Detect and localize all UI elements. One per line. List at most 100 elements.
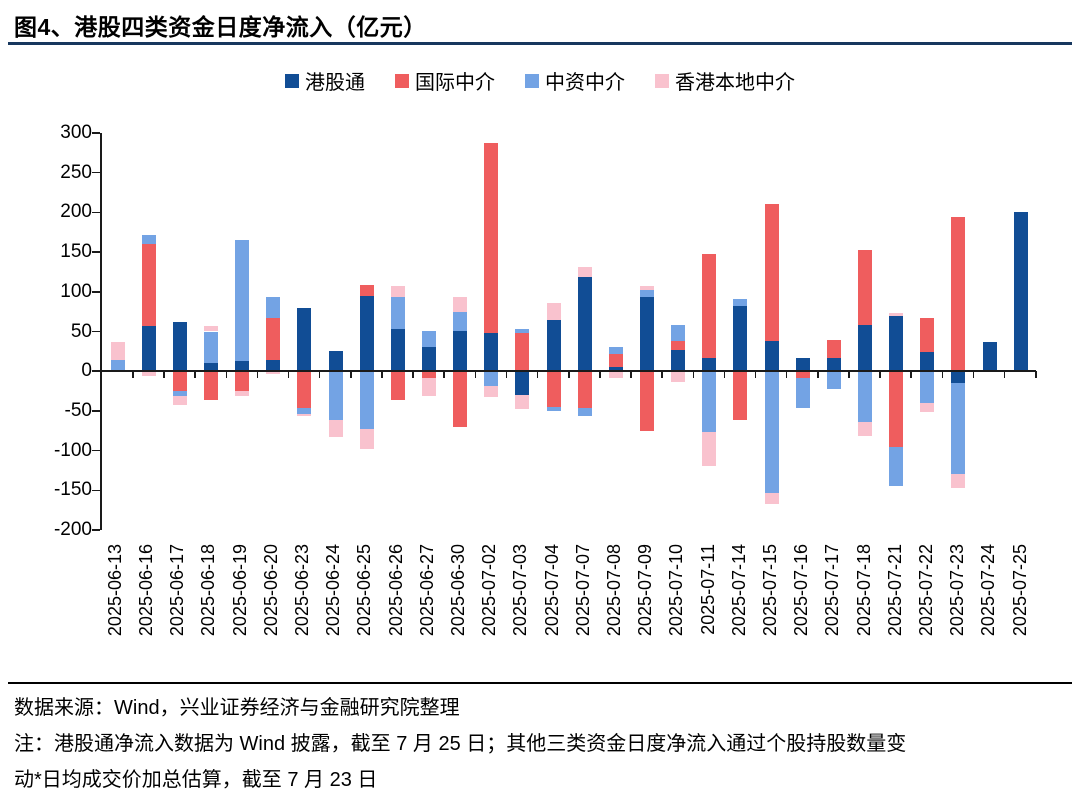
x-axis-tick: [599, 371, 601, 379]
bar-group-2025-06-27: [413, 133, 444, 530]
bar-segment-国际中介: [826, 340, 841, 358]
x-label-cell: 2025-07-14: [724, 544, 755, 676]
bar-group-2025-06-30: [445, 133, 476, 530]
y-axis-tick: [92, 370, 100, 372]
x-axis-tick: [817, 371, 819, 379]
x-axis-tick: [723, 371, 726, 379]
bar-group-2025-06-18: [195, 133, 226, 530]
y-axis-tick-label: -50: [64, 399, 92, 421]
bar-segment-国际中介: [235, 371, 250, 392]
x-axis-label: 2025-07-22: [915, 544, 936, 637]
legend-swatch-icon: [655, 73, 669, 88]
bar-segment-中资中介: [671, 325, 686, 342]
bar-group-2025-07-07: [569, 133, 600, 530]
bar-segment-中资中介: [515, 329, 530, 334]
bar-segment-港股通: [484, 333, 499, 372]
bar-segment-国际中介: [141, 244, 156, 326]
y-axis-tick-label: 250: [60, 161, 92, 183]
bar-segment-中资中介: [203, 331, 218, 364]
plot-area: [92, 132, 1037, 531]
bar-segment-香港本地中介: [453, 296, 468, 313]
bar-segment-中资中介: [764, 371, 779, 493]
y-axis-tick: [92, 171, 100, 174]
x-axis-label: 2025-07-24: [978, 544, 999, 637]
bar-segment-中资中介: [235, 240, 250, 361]
x-label-cell: 2025-07-08: [599, 544, 630, 676]
bar-segment-国际中介: [889, 371, 904, 447]
bar-group-2025-06-17: [164, 133, 195, 530]
bar-segment-香港本地中介: [172, 395, 187, 405]
x-label-cell: 2025-07-04: [537, 544, 568, 676]
x-label-cell: 2025-06-20: [256, 544, 287, 676]
bar-segment-中资中介: [608, 347, 623, 354]
bar-segment-国际中介: [515, 333, 530, 372]
x-axis-label: 2025-06-23: [291, 544, 312, 637]
bar-segment-港股通: [546, 319, 561, 372]
x-axis-label: 2025-07-16: [791, 544, 812, 637]
x-axis-tick: [941, 371, 944, 379]
bar-segment-港股通: [702, 358, 717, 372]
bar-segment-香港本地中介: [889, 313, 904, 316]
legend-item: 港股通: [285, 66, 365, 95]
x-axis-label: 2025-06-16: [135, 544, 156, 637]
x-label-cell: 2025-06-23: [287, 544, 318, 676]
bar-segment-国际中介: [951, 217, 966, 372]
x-axis-tick: [630, 371, 632, 379]
bar-group-2025-07-16: [787, 133, 818, 530]
x-axis-tick: [536, 371, 539, 379]
bar-segment-中资中介: [266, 296, 281, 318]
bar-group-2025-06-13: [102, 133, 133, 530]
bar-segment-香港本地中介: [920, 402, 935, 413]
bar-group-2025-07-08: [600, 133, 631, 530]
bar-segment-国际中介: [733, 371, 748, 420]
bar-segment-港股通: [889, 315, 904, 372]
bar-segment-国际中介: [203, 371, 218, 400]
y-axis-tick: [92, 132, 100, 134]
bar-segment-香港本地中介: [328, 419, 343, 438]
bar-segment-港股通: [203, 363, 218, 372]
bar-segment-香港本地中介: [515, 395, 530, 409]
y-axis-labels: 300 250 200 150 100 50 0 -50 -100 -150 -200: [0, 122, 92, 540]
x-axis-label: 2025-07-14: [728, 544, 749, 637]
x-axis-label: 2025-07-25: [1009, 544, 1030, 637]
bar-segment-香港本地中介: [608, 371, 623, 379]
bar-segment-中资中介: [920, 371, 935, 403]
bar-segment-中资中介: [390, 297, 405, 330]
bar-segment-港股通: [577, 276, 592, 372]
x-axis-label: 2025-07-03: [510, 544, 531, 637]
bar-segment-港股通: [421, 347, 436, 372]
bar-segment-港股通: [1013, 211, 1028, 372]
x-axis-label: 2025-07-04: [541, 544, 562, 637]
x-axis-tick: [1003, 371, 1006, 379]
bar-segment-香港本地中介: [421, 377, 436, 396]
x-axis-tick: [910, 371, 912, 379]
x-label-cell: 2025-06-16: [131, 544, 162, 676]
bar-segment-港股通: [235, 360, 250, 372]
bar-segment-港股通: [608, 367, 623, 372]
bar-segment-中资中介: [141, 234, 156, 245]
legend-swatch-icon: [285, 73, 299, 88]
bar-group-2025-07-25: [1005, 133, 1036, 530]
x-axis-labels: 2025-06-13 2025-06-16 2025-06-17 2025-06-18…: [100, 544, 1036, 676]
y-axis-tick-label: -100: [53, 439, 92, 461]
note-line-2: 动*日均成交价加总估算，截至 7 月 23 日: [14, 769, 378, 791]
bar-segment-港股通: [328, 350, 343, 372]
bar-segment-香港本地中介: [639, 286, 654, 291]
x-axis-tick: [350, 371, 352, 379]
x-axis-tick: [474, 371, 477, 379]
bar-group-2025-07-22: [912, 133, 943, 530]
bar-segment-港股通: [733, 306, 748, 372]
bar-segment-香港本地中介: [857, 422, 872, 437]
x-axis-label: 2025-06-13: [104, 544, 125, 637]
x-axis-tick: [754, 371, 757, 379]
x-axis-tick: [661, 371, 663, 379]
x-label-cell: 2025-07-18: [849, 544, 880, 676]
bar-group-2025-06-26: [382, 133, 413, 530]
x-axis-label: 2025-07-10: [666, 544, 687, 637]
bar-segment-香港本地中介: [390, 286, 405, 298]
bar-group-2025-07-14: [725, 133, 756, 530]
chart-title: 图4、港股四类资金日度净流入（亿元）: [14, 14, 427, 40]
legend-swatch-icon: [395, 73, 409, 88]
x-axis-tick: [785, 371, 788, 379]
